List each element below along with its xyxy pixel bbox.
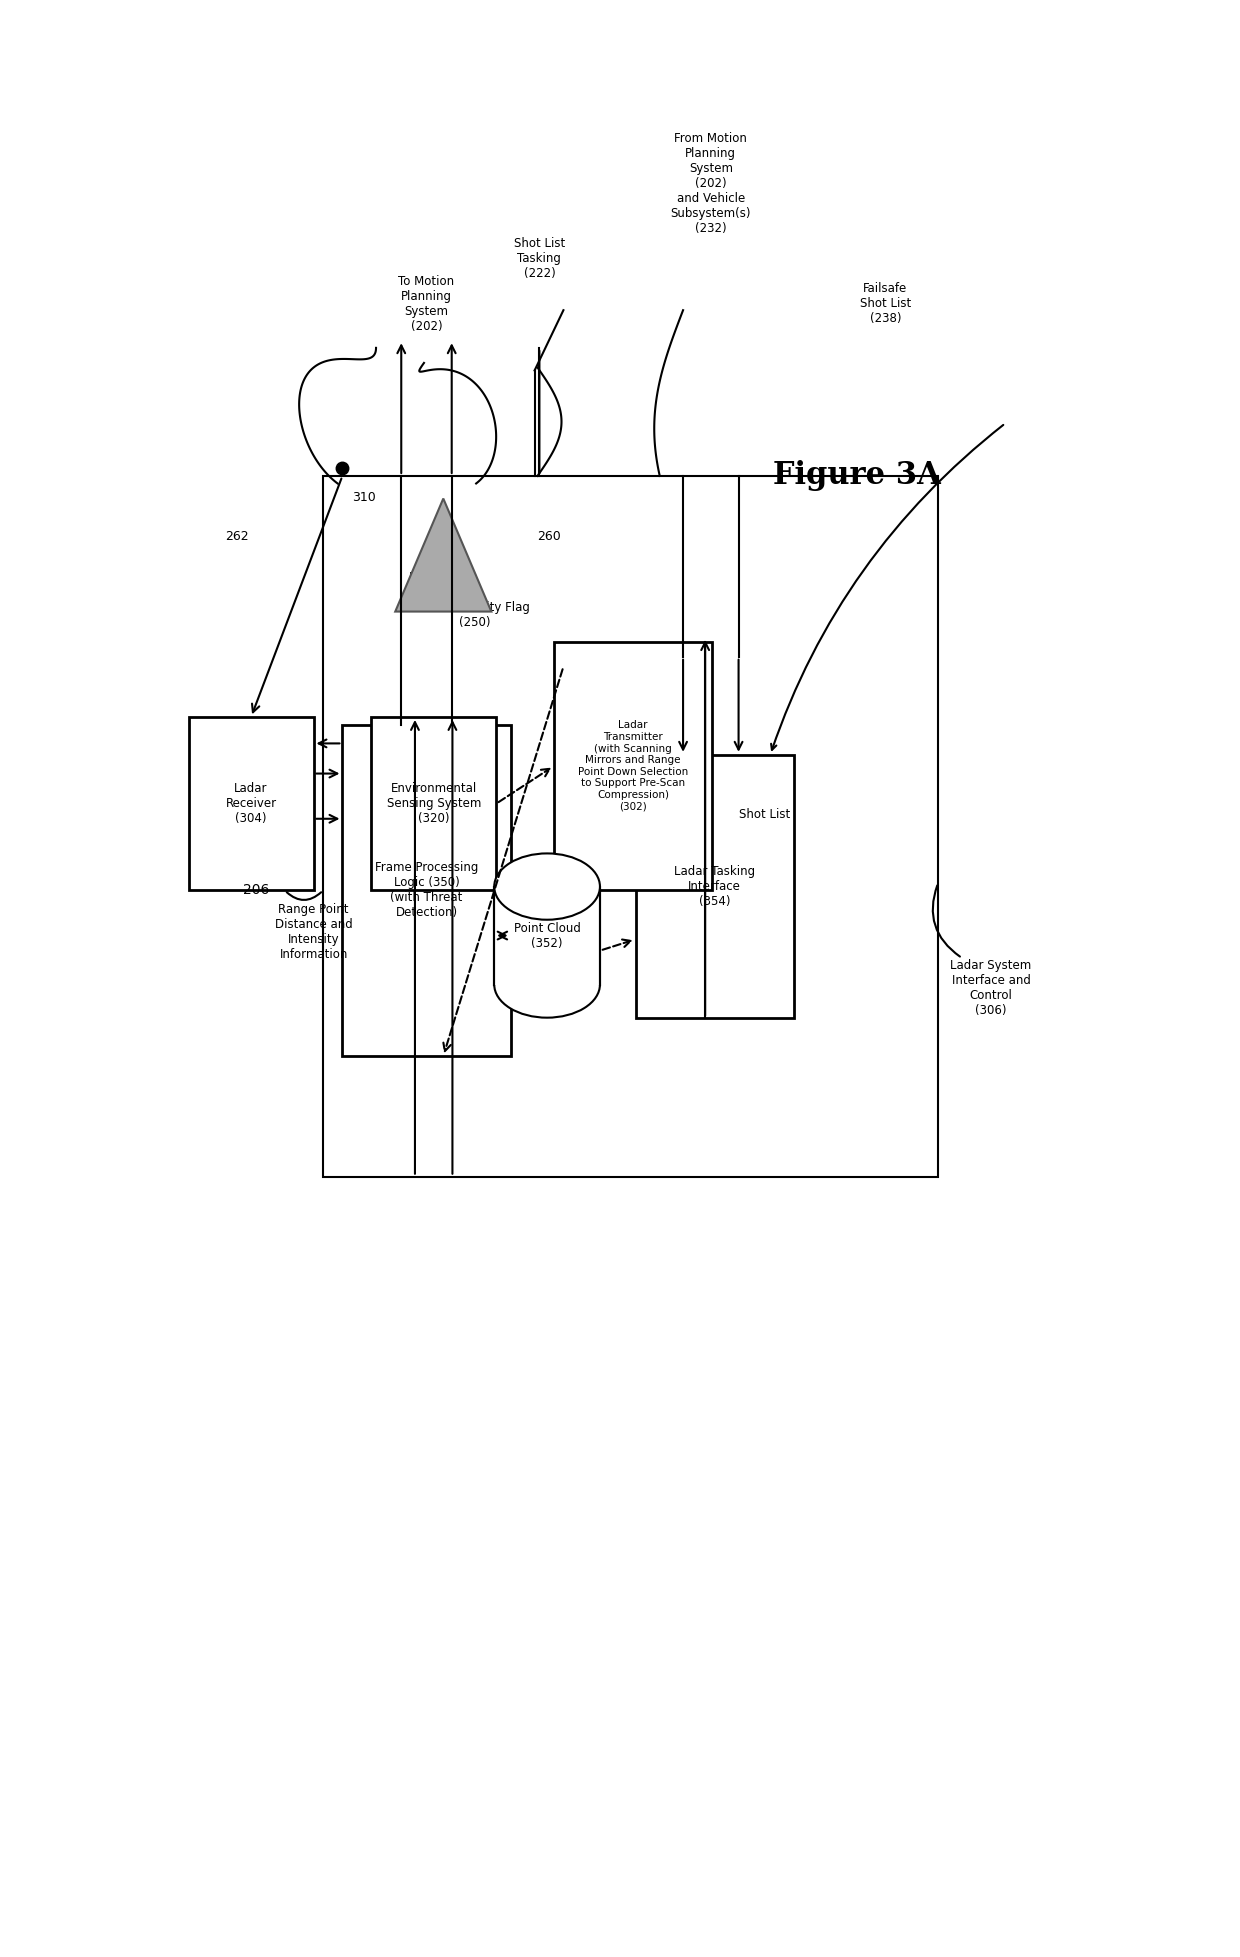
Bar (188, 716, 314, 890)
Ellipse shape (495, 951, 600, 1018)
Text: 262: 262 (224, 530, 248, 542)
Text: From Motion
Planning
System
(202)
and Vehicle
Subsystem(s)
(232): From Motion Planning System (202) and Ve… (671, 131, 751, 235)
Bar (371, 716, 496, 890)
Text: Ladar
Receiver
(304): Ladar Receiver (304) (226, 783, 277, 826)
Bar (495, 887, 600, 984)
Bar (324, 476, 939, 1176)
Text: Ladar Tasking
Interface
(354): Ladar Tasking Interface (354) (675, 865, 755, 908)
Text: 310: 310 (352, 491, 376, 505)
Text: Shot List: Shot List (739, 808, 790, 822)
Bar (635, 755, 794, 1018)
Text: Frame Processing
Logic (350)
(with Threat
Detection): Frame Processing Logic (350) (with Threa… (374, 861, 479, 920)
Text: Ladar
Transmitter
(with Scanning
Mirrors and Range
Point Down Selection
to Suppo: Ladar Transmitter (with Scanning Mirrors… (578, 720, 688, 812)
Text: Figure 3A: Figure 3A (773, 460, 940, 491)
Text: Priority Flag
(250): Priority Flag (250) (459, 601, 531, 630)
Text: 260: 260 (537, 530, 560, 542)
Text: Ladar System
Interface and
Control
(306): Ladar System Interface and Control (306) (950, 959, 1032, 1018)
Text: Environmental
Sensing System
(320): Environmental Sensing System (320) (387, 783, 481, 826)
Text: Shot List
Tasking
(222): Shot List Tasking (222) (513, 237, 565, 280)
Text: Range Point
Distance and
Intensity
Information: Range Point Distance and Intensity Infor… (275, 902, 352, 961)
Text: Failsafe
Shot List
(238): Failsafe Shot List (238) (859, 282, 911, 325)
Bar (342, 724, 511, 1057)
Text: 206: 206 (243, 883, 269, 898)
Bar (554, 642, 712, 890)
Ellipse shape (495, 853, 600, 920)
Text: To Motion
Planning
System
(202): To Motion Planning System (202) (398, 274, 455, 333)
Text: Frame Data
(220): Frame Data (220) (409, 571, 477, 599)
Polygon shape (396, 499, 491, 611)
Text: Point Cloud
(352): Point Cloud (352) (513, 922, 580, 949)
